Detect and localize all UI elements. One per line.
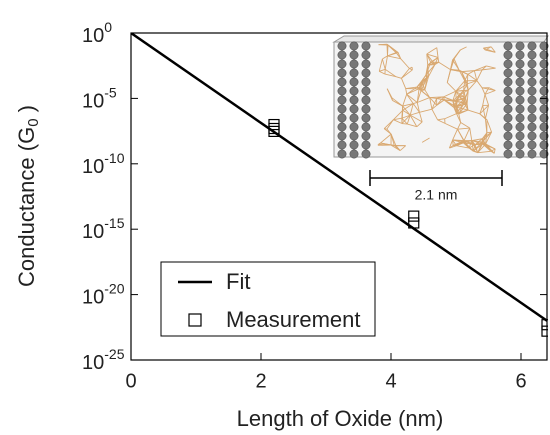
y-tick-label: 10-25 [82,346,125,375]
y-tick-label: 10-10 [82,150,125,179]
y-tick-label: 10-20 [82,280,125,309]
y-tick-base: 10 [82,221,104,243]
measurement-point [409,211,419,221]
y-tick-exponent: 0 [104,19,112,35]
y-tick-base: 10 [82,287,104,309]
y-tick-exponent: -10 [104,150,124,166]
y-tick-base: 10 [82,156,104,178]
y-tick-exponent: -15 [104,215,124,231]
y-tick-label: 10-5 [82,84,117,113]
x-axis-label: Length of Oxide (nm) [237,406,444,431]
x-tick-label: 4 [385,370,396,392]
y-axis-label: Conductance (G0 ) [14,105,42,287]
y-label-sub: 0 [25,118,42,126]
y-tick-label: 100 [82,19,112,48]
y-tick-exponent: -20 [104,280,124,296]
measurement-point [542,326,550,336]
y-tick-base: 10 [82,91,104,113]
y-label-end: ) [14,105,39,118]
inset-label: 2.1 nm [415,187,458,203]
y-tick-exponent: -25 [104,346,124,362]
y-label-main: Conductance (G [14,127,39,287]
legend-label: Measurement [226,307,361,332]
inset-image: 2.1 nm [334,36,548,203]
y-tick-base: 10 [82,25,104,47]
x-tick-label: 0 [125,370,136,392]
y-tick-base: 10 [82,352,104,374]
y-tick-exponent: -5 [104,84,117,100]
legend-label: Fit [226,269,250,294]
chart: 2.1 nm Length of Oxide (nm) Conductance … [0,0,550,435]
y-tick-label: 10-15 [82,215,125,244]
x-tick-label: 2 [255,370,266,392]
x-tick-label: 6 [515,370,526,392]
